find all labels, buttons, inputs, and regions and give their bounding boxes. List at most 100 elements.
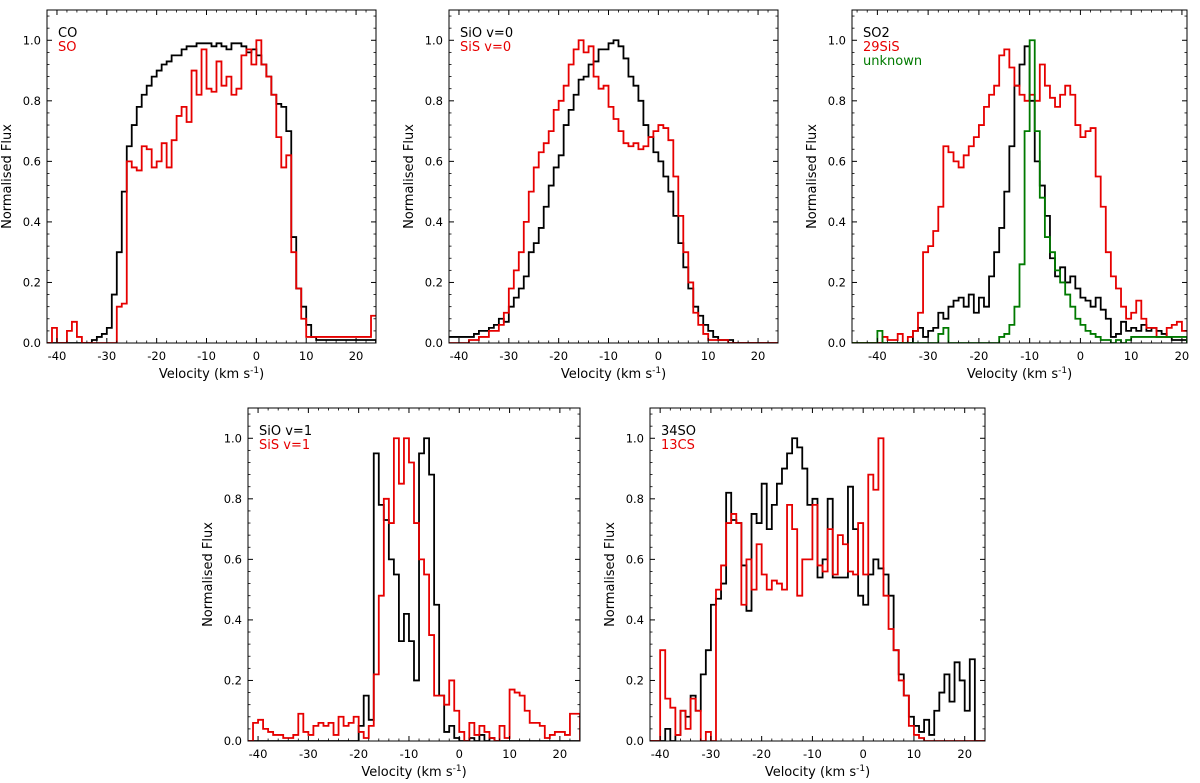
- x-axis-label: Velocity (km s-1): [765, 764, 870, 780]
- series-co: [47, 42, 376, 343]
- y-tick-label: 0.0: [425, 336, 443, 350]
- y-tick-label: 0.8: [224, 492, 242, 506]
- x-tick-label: 20: [349, 349, 364, 363]
- x-axis-label: Velocity (km s-1): [967, 366, 1072, 382]
- series-sio-v-1: [248, 437, 580, 741]
- series-29sis: [852, 48, 1187, 343]
- x-tick-label: -40: [651, 747, 670, 761]
- x-tick-label: -20: [969, 349, 988, 363]
- x-tick-label: 0: [456, 747, 463, 761]
- y-axis-label: Normalised Flux: [603, 522, 618, 627]
- y-axis-label: Normalised Flux: [0, 124, 15, 229]
- y-tick-label: 0.2: [23, 275, 41, 289]
- x-tick-label: 20: [1175, 349, 1190, 363]
- y-tick-label: 0.4: [828, 215, 846, 229]
- x-tick-label: -10: [803, 747, 822, 761]
- x-tick-label: -10: [1020, 349, 1039, 363]
- legend-entry: 29SiS: [863, 40, 900, 55]
- y-tick-label: 0.6: [828, 154, 846, 168]
- series-sio-v-0: [449, 39, 778, 343]
- y-tick-label: 0.8: [626, 492, 644, 506]
- legend-entry: SiO v=0: [460, 26, 513, 41]
- panel-3: -40 -30 -20 -10 0 10 20 0.0 0.2 0.4 0.6 0.8 1.0 Veloc…: [805, 9, 1190, 382]
- series-34so: [650, 437, 985, 741]
- legend-entry: SO: [58, 40, 76, 55]
- y-tick-label: 0.4: [425, 215, 443, 229]
- x-tick-label: -30: [499, 349, 518, 363]
- x-tick-label: 20: [751, 349, 766, 363]
- y-tick-label: 0.2: [425, 275, 443, 289]
- x-tick-label: 20: [553, 747, 568, 761]
- plot-frame: [247, 407, 581, 742]
- series-13cs: [650, 437, 985, 741]
- y-tick-label: 0.0: [224, 734, 242, 748]
- x-tick-label: 20: [957, 747, 972, 761]
- legend-entry: CO: [58, 26, 77, 41]
- x-tick-label: -40: [249, 747, 268, 761]
- x-tick-label: 10: [1124, 349, 1139, 363]
- y-axis-label: Normalised Flux: [201, 522, 216, 627]
- y-tick-label: 0.8: [425, 94, 443, 108]
- y-tick-label: 0.2: [626, 673, 644, 687]
- y-axis-label: Normalised Flux: [805, 124, 820, 229]
- y-tick-label: 1.0: [224, 431, 242, 445]
- x-tick-label: 0: [253, 349, 260, 363]
- x-tick-label: -40: [48, 349, 67, 363]
- y-tick-label: 0.4: [224, 613, 242, 627]
- y-tick-label: 0.0: [23, 336, 41, 350]
- x-tick-label: 10: [502, 747, 517, 761]
- y-tick-label: 0.6: [224, 552, 242, 566]
- y-tick-label: 0.8: [828, 94, 846, 108]
- series-so: [47, 39, 376, 343]
- x-tick-label: 0: [1077, 349, 1084, 363]
- x-tick-label: 0: [860, 747, 867, 761]
- x-tick-label: 0: [655, 349, 662, 363]
- series-sis-v-0: [449, 39, 778, 343]
- x-axis-label: Velocity (km s-1): [159, 366, 264, 382]
- legend-entry: SiS v=0: [460, 40, 511, 55]
- x-axis-label: Velocity (km s-1): [561, 366, 666, 382]
- x-tick-label: -20: [752, 747, 771, 761]
- panel-1: -40 -30 -20 -10 0 10 20 0.0 0.2 0.4 0.6 0.8 1.0 Veloc…: [0, 9, 377, 382]
- legend-entry: 34SO: [661, 424, 696, 439]
- y-tick-label: 1.0: [828, 33, 846, 47]
- legend-entry: SiS v=1: [259, 438, 310, 453]
- legend-entry: 13CS: [661, 438, 695, 453]
- y-tick-label: 0.4: [23, 215, 41, 229]
- series-unknown: [852, 39, 1187, 343]
- y-axis-label: Normalised Flux: [402, 124, 417, 229]
- x-tick-label: 10: [299, 349, 314, 363]
- series-sis-v-1: [248, 437, 580, 741]
- panel-4: -40 -30 -20 -10 0 10 20 0.0 0.2 0.4 0.6 0.8 1.0 Veloc…: [201, 407, 581, 780]
- x-tick-label: 10: [701, 349, 716, 363]
- plot-frame: [448, 9, 779, 344]
- y-tick-label: 0.0: [828, 336, 846, 350]
- y-tick-label: 0.4: [626, 613, 644, 627]
- x-tick-label: -30: [97, 349, 116, 363]
- x-tick-label: -10: [400, 747, 419, 761]
- x-tick-label: -30: [919, 349, 938, 363]
- y-tick-label: 0.6: [425, 154, 443, 168]
- x-tick-label: -10: [599, 349, 618, 363]
- plot-frame: [46, 9, 377, 344]
- x-tick-label: -40: [868, 349, 887, 363]
- y-tick-label: 1.0: [425, 33, 443, 47]
- x-tick-label: -20: [549, 349, 568, 363]
- plot-frame: [649, 407, 986, 742]
- y-tick-label: 0.8: [23, 94, 41, 108]
- x-axis-label: Velocity (km s-1): [361, 764, 466, 780]
- x-tick-label: -40: [450, 349, 469, 363]
- panel-5: -40 -30 -20 -10 0 10 20 0.0 0.2 0.4 0.6 0.8 1.0 Veloc…: [603, 407, 986, 780]
- y-tick-label: 0.0: [626, 734, 644, 748]
- legend-entry: SO2: [863, 26, 890, 41]
- panel-2: -40 -30 -20 -10 0 10 20 0.0 0.2 0.4 0.6 0.8 1.0 Veloc…: [402, 9, 779, 382]
- x-tick-label: 10: [907, 747, 922, 761]
- y-tick-label: 0.6: [23, 154, 41, 168]
- x-tick-label: -20: [147, 349, 166, 363]
- legend-entry: unknown: [863, 54, 922, 69]
- y-tick-label: 0.6: [626, 552, 644, 566]
- y-tick-label: 0.2: [828, 275, 846, 289]
- x-tick-label: -20: [349, 747, 368, 761]
- x-tick-label: -30: [299, 747, 318, 761]
